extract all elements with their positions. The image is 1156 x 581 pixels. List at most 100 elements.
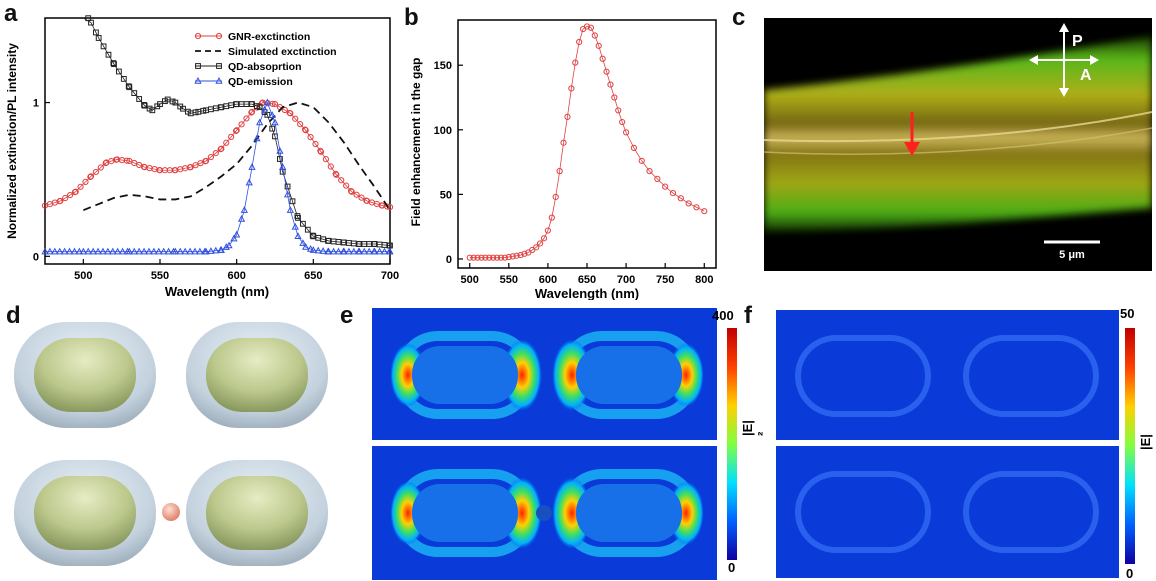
data-point [149, 107, 156, 114]
data-point [505, 253, 512, 261]
data-point [157, 101, 163, 107]
x-tick-label: 500 [461, 274, 479, 286]
data-point [294, 213, 301, 219]
data-point [317, 147, 324, 155]
data-point [93, 29, 99, 36]
data-point [536, 240, 544, 247]
data-point [509, 253, 516, 260]
series-line [44, 102, 391, 208]
data-point [180, 105, 186, 112]
colorbar-e: 400 0 |E|² [712, 308, 770, 575]
data-point [126, 84, 133, 91]
data-point [319, 247, 327, 254]
data-point [191, 247, 199, 255]
data-point [283, 190, 292, 198]
data-point [556, 168, 563, 175]
panel-label-c: c [732, 4, 746, 31]
field-map-f-bottom [776, 446, 1119, 578]
field-map-f [776, 310, 1119, 578]
y-tick-label: 100 [434, 125, 452, 137]
rod-outlines-f [795, 335, 1099, 553]
data-point [307, 134, 314, 141]
data-point [677, 195, 684, 202]
data-point [237, 214, 246, 222]
data-point [88, 19, 94, 26]
data-point [260, 105, 269, 113]
data-point [57, 197, 64, 205]
scale-bar-label: 5 μm [1059, 249, 1085, 261]
legend-marker [194, 76, 202, 84]
data-point [164, 247, 173, 255]
data-point [125, 83, 132, 90]
data-point [271, 101, 279, 108]
data-point [470, 254, 477, 261]
data-point [595, 42, 602, 49]
data-point [46, 247, 54, 255]
colorbar-f-label: |E|² [1138, 434, 1156, 450]
data-point [386, 247, 394, 255]
y-tick-label: 150 [434, 60, 452, 72]
y-tick-label: 0 [446, 254, 452, 266]
data-point [264, 111, 271, 118]
data-point [630, 144, 638, 151]
chart-b-frame [457, 19, 717, 269]
data-point [583, 23, 591, 30]
data-point [619, 118, 626, 126]
schematic-nanorods [14, 322, 328, 566]
data-point [248, 163, 256, 170]
legend-marker [194, 32, 202, 40]
data-point [111, 61, 117, 68]
data-point [120, 75, 127, 82]
data-point [70, 247, 79, 255]
data-point [300, 220, 306, 227]
analyzer-label: A [1080, 67, 1092, 84]
data-point [263, 98, 271, 106]
data-point [474, 254, 481, 261]
data-point [116, 68, 122, 75]
polarizer-label: P [1072, 33, 1083, 50]
data-point [233, 127, 240, 134]
data-point [79, 247, 87, 255]
data-point [136, 96, 143, 102]
data-point [212, 150, 219, 157]
data-point [202, 157, 210, 165]
data-point [662, 183, 669, 190]
data-point [646, 168, 653, 175]
data-point [130, 247, 138, 255]
data-point [622, 129, 630, 136]
data-point [517, 251, 524, 259]
data-point [564, 113, 571, 120]
data-point [560, 139, 567, 146]
x-tick-label: 750 [656, 274, 674, 286]
data-point [100, 43, 107, 50]
data-point [638, 157, 645, 164]
data-point [95, 35, 102, 41]
series-line [82, 101, 391, 212]
data-point [340, 247, 348, 255]
data-point [380, 247, 389, 255]
data-point [41, 247, 49, 255]
colorbar-f-max: 50 [1120, 306, 1135, 321]
data-point [302, 127, 309, 134]
data-point [611, 94, 618, 101]
data-point [155, 247, 163, 255]
data-point [297, 121, 304, 128]
data-point [302, 243, 310, 250]
data-point [243, 115, 250, 122]
data-point [212, 246, 220, 254]
data-point [343, 182, 350, 189]
chart-a-xlabel: Wavelength (nm) [165, 284, 269, 299]
data-point [253, 134, 261, 142]
x-tick-label: 550 [500, 274, 518, 286]
legend-label: Simulated exctinction [228, 46, 337, 58]
colorbar-e-min: 0 [728, 560, 736, 575]
chart-b-ylabel: Field enhancement in the gap [409, 58, 423, 227]
data-point [256, 104, 263, 111]
data-point [552, 193, 559, 201]
panel-label-a: a [4, 0, 18, 27]
series-0 [466, 23, 708, 261]
data-point [248, 108, 256, 115]
data-point [141, 102, 148, 109]
data-point [294, 232, 302, 240]
chart-a-ylabel: Normalized extinction/PL intensity [5, 43, 19, 239]
